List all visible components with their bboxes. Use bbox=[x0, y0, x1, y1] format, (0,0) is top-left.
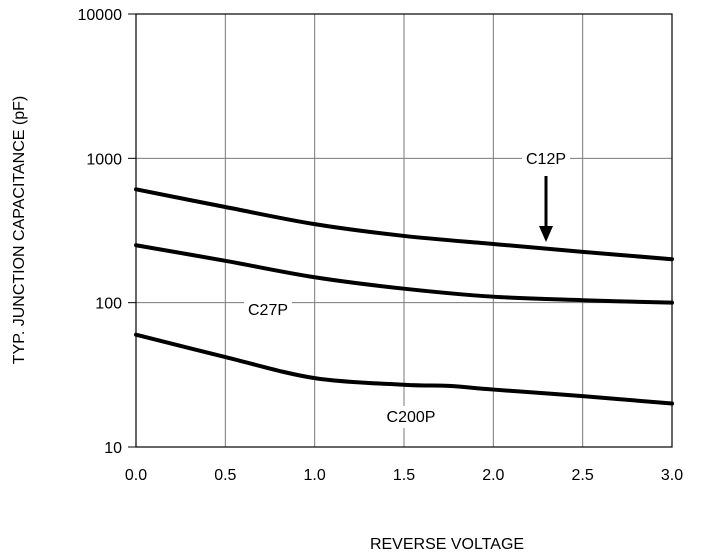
plot-area-border bbox=[135, 13, 673, 448]
series-line-c200p bbox=[134, 332, 674, 406]
series-line-c27p bbox=[134, 243, 674, 305]
series-lines bbox=[134, 187, 674, 406]
x-tick-label: 2.0 bbox=[482, 467, 504, 484]
x-axis-title: REVERSE VOLTAGE bbox=[370, 536, 524, 553]
series-label-c27p: C27P bbox=[248, 302, 288, 319]
y-axis-ticks: 10 100 1000 10000 bbox=[78, 7, 136, 457]
series-label-c200p: C200P bbox=[387, 409, 436, 426]
x-axis-ticks: 0.0 0.5 1.0 1.5 2.0 2.5 3.0 bbox=[125, 467, 683, 484]
x-tick-label: 0.0 bbox=[125, 467, 147, 484]
x-tick-label: 1.5 bbox=[393, 467, 415, 484]
y-tick-label: 1000 bbox=[86, 151, 122, 168]
y-tick-label: 100 bbox=[95, 296, 122, 313]
label-bg-c27p bbox=[244, 299, 292, 321]
y-tick-label: 10 bbox=[104, 440, 122, 457]
y-tick-label: 10000 bbox=[78, 7, 123, 24]
x-tick-label: 1.0 bbox=[304, 467, 326, 484]
series-annotations: C12P C27P C200P bbox=[244, 148, 570, 428]
grid bbox=[136, 14, 672, 447]
label-bg-c200p bbox=[382, 406, 440, 428]
annotation-arrow-head bbox=[539, 226, 553, 242]
series-line-c12p bbox=[134, 187, 674, 262]
series-label-c12p: C12P bbox=[526, 151, 566, 168]
x-tick-label: 3.0 bbox=[661, 467, 683, 484]
x-tick-label: 2.5 bbox=[572, 467, 594, 484]
y-axis-title: TYP. JUNCTION CAPACITANCE (pF) bbox=[11, 96, 28, 364]
x-tick-label: 0.5 bbox=[214, 467, 236, 484]
label-bg-c12p bbox=[522, 148, 570, 170]
